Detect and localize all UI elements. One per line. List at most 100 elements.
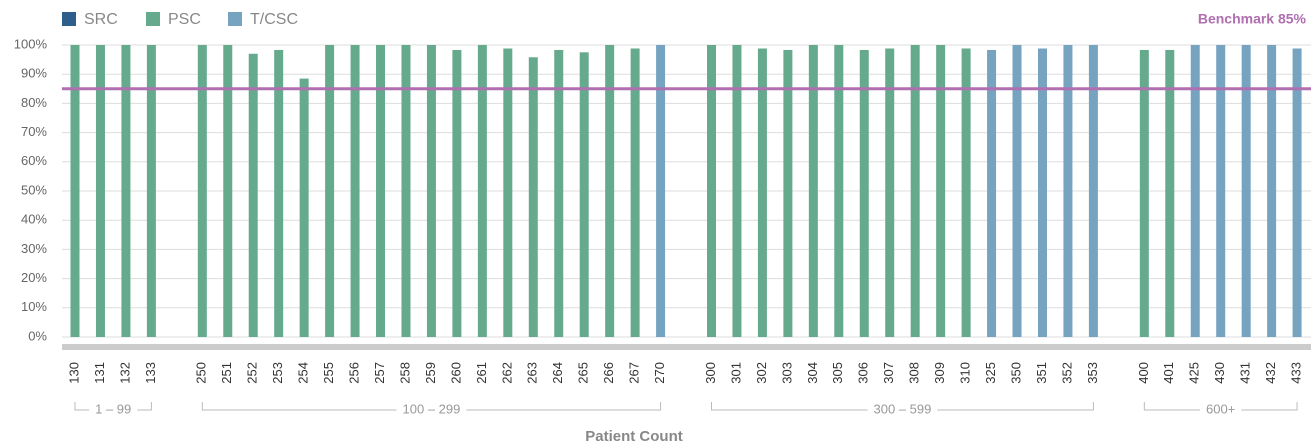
bar <box>1063 45 1073 337</box>
y-tick-label: 70% <box>21 124 47 139</box>
x-tick-label: 310 <box>958 362 973 384</box>
bar <box>707 45 716 337</box>
bar <box>1088 45 1098 337</box>
bar <box>732 45 742 337</box>
bar <box>1139 49 1149 338</box>
bar <box>248 53 258 337</box>
legend-label: T/CSC <box>250 11 298 28</box>
y-tick-label: 100% <box>14 36 48 51</box>
bar <box>1216 45 1226 337</box>
y-tick-label: 60% <box>21 153 47 168</box>
x-tick-label: 261 <box>474 362 489 384</box>
bar <box>452 49 462 338</box>
group-bracket <box>201 402 662 411</box>
x-tick-label: 425 <box>1187 362 1202 384</box>
x-tick-label: 351 <box>1034 362 1049 384</box>
legend-label: SRC <box>84 11 118 28</box>
x-tick-label: 430 <box>1212 362 1227 384</box>
bar <box>1267 45 1277 337</box>
y-tick-label: 40% <box>21 212 47 227</box>
x-tick-label: 130 <box>66 362 81 384</box>
group-label: 100 – 299 <box>403 401 461 416</box>
bar <box>605 45 615 337</box>
x-tick-label: 258 <box>397 362 412 384</box>
y-tick-label: 80% <box>21 95 47 110</box>
x-tick-label: 305 <box>830 362 845 384</box>
group-label: 600+ <box>1206 401 1235 416</box>
x-tick-label: 266 <box>601 362 616 384</box>
bar <box>579 52 589 338</box>
bar <box>987 49 997 338</box>
bar <box>783 49 793 338</box>
y-tick-label: 20% <box>21 270 47 285</box>
x-tick-label: 263 <box>525 362 540 384</box>
legend-swatch <box>228 12 242 26</box>
bar <box>325 45 335 337</box>
bar <box>808 45 818 337</box>
x-tick-label: 307 <box>881 362 896 384</box>
y-tick-label: 90% <box>21 66 47 81</box>
bar <box>554 49 564 338</box>
bar <box>834 45 844 337</box>
y-tick-label: 30% <box>21 241 47 256</box>
x-tick-label: 325 <box>983 362 998 384</box>
bar <box>197 45 207 337</box>
y-tick-label: 10% <box>21 299 47 314</box>
group-label: 300 – 599 <box>874 401 932 416</box>
x-tick-label: 300 <box>703 362 718 384</box>
bar <box>274 49 284 338</box>
x-tick-label: 431 <box>1238 362 1253 384</box>
x-tick-label: 255 <box>321 362 336 384</box>
group-label: 1 – 99 <box>95 401 131 416</box>
x-tick-label: 401 <box>1161 362 1176 384</box>
bar <box>503 48 513 338</box>
bar <box>70 45 80 337</box>
legend-swatch <box>146 12 160 26</box>
bar <box>146 45 156 337</box>
bar <box>1292 48 1302 338</box>
bar <box>477 45 487 337</box>
x-tick-label: 301 <box>728 362 743 384</box>
bar <box>426 45 436 337</box>
bar <box>528 57 538 337</box>
x-tick-label: 132 <box>117 362 132 384</box>
x-tick-label: 309 <box>932 362 947 384</box>
x-tick-label: 252 <box>245 362 260 384</box>
benchmark-label: Benchmark 85% <box>1198 11 1307 27</box>
x-tick-label: 270 <box>652 362 667 384</box>
x-tick-label: 400 <box>1136 362 1151 384</box>
bar <box>95 45 105 337</box>
group-bracket <box>711 402 1094 411</box>
x-tick-label: 254 <box>296 362 311 384</box>
x-tick-label: 433 <box>1289 362 1304 384</box>
x-tick-label: 303 <box>779 362 794 384</box>
bar <box>121 45 131 337</box>
x-tick-label: 256 <box>346 362 361 384</box>
x-tick-label: 352 <box>1059 362 1074 384</box>
x-tick-label: 304 <box>805 362 820 384</box>
bar <box>961 48 971 338</box>
x-tick-label: 308 <box>907 362 922 384</box>
bar <box>1037 48 1047 338</box>
group-bracket <box>1143 402 1298 411</box>
group-bracket <box>74 402 152 411</box>
bar <box>859 49 869 338</box>
x-tick-label: 265 <box>576 362 591 384</box>
bar <box>630 48 640 338</box>
bar <box>299 78 309 337</box>
x-tick-label: 264 <box>550 362 565 384</box>
x-tick-label: 259 <box>423 362 438 384</box>
bar <box>936 45 946 337</box>
x-tick-label: 350 <box>1008 362 1023 384</box>
bar <box>910 45 920 337</box>
x-tick-label: 262 <box>499 362 514 384</box>
x-tick-label: 432 <box>1263 362 1278 384</box>
legend-swatch <box>62 12 76 26</box>
bar <box>885 48 895 338</box>
bar <box>401 45 411 337</box>
x-tick-label: 251 <box>219 362 234 384</box>
x-tick-label: 260 <box>448 362 463 384</box>
x-tick-label: 353 <box>1085 362 1100 384</box>
bar <box>1012 45 1022 337</box>
